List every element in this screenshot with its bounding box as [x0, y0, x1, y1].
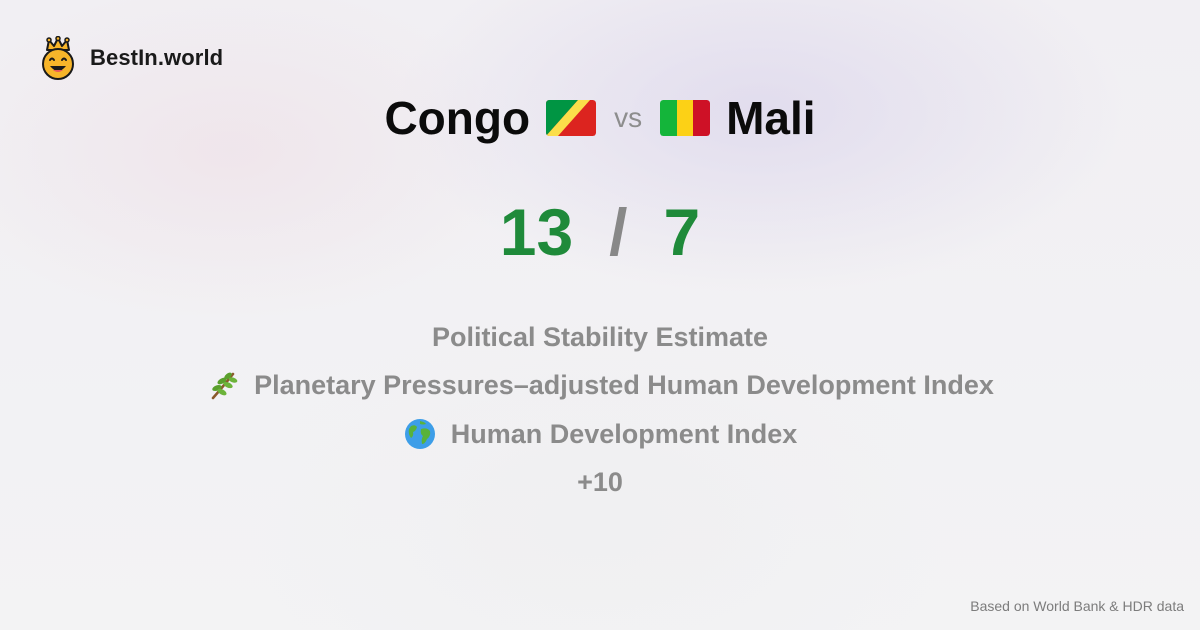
- metric-hdi[interactable]: Human Development Index: [0, 410, 1200, 459]
- metric-label: Political Stability Estimate: [431, 321, 769, 352]
- metric-label: Human Development Index: [450, 418, 798, 449]
- metric-label: Planetary Pressures–adjusted Human Devel…: [254, 370, 994, 401]
- globe-icon: [404, 419, 435, 450]
- metric-label: +10: [577, 467, 623, 498]
- vs-label: vs: [614, 102, 643, 133]
- score-left: 13: [499, 195, 574, 269]
- metric-political-stability[interactable]: Political Stability Estimate: [0, 313, 1200, 362]
- herb-icon: [211, 372, 238, 400]
- metric-planetary-hdi[interactable]: Planetary Pressures–adjusted Human Devel…: [0, 362, 1200, 411]
- mali-flag-icon: [660, 100, 711, 136]
- score: 13 / 7: [0, 194, 1200, 270]
- congo-flag-icon: [546, 100, 597, 136]
- score-separator: /: [609, 195, 628, 269]
- brand[interactable]: BestIn.world: [38, 36, 223, 80]
- comparison-title: Congo vs Mali: [0, 88, 1200, 148]
- more-metrics-count[interactable]: +10: [0, 459, 1200, 508]
- metrics-list: Political Stability Estimate Planetary P…: [0, 313, 1200, 507]
- score-right: 7: [663, 195, 701, 269]
- country-left-name[interactable]: Congo: [384, 92, 531, 144]
- data-source-note: Based on World Bank & HDR data: [970, 598, 1184, 614]
- brand-name: BestIn.world: [90, 45, 224, 70]
- crowned-smiley-icon: [42, 36, 74, 80]
- country-right-name[interactable]: Mali: [726, 92, 816, 144]
